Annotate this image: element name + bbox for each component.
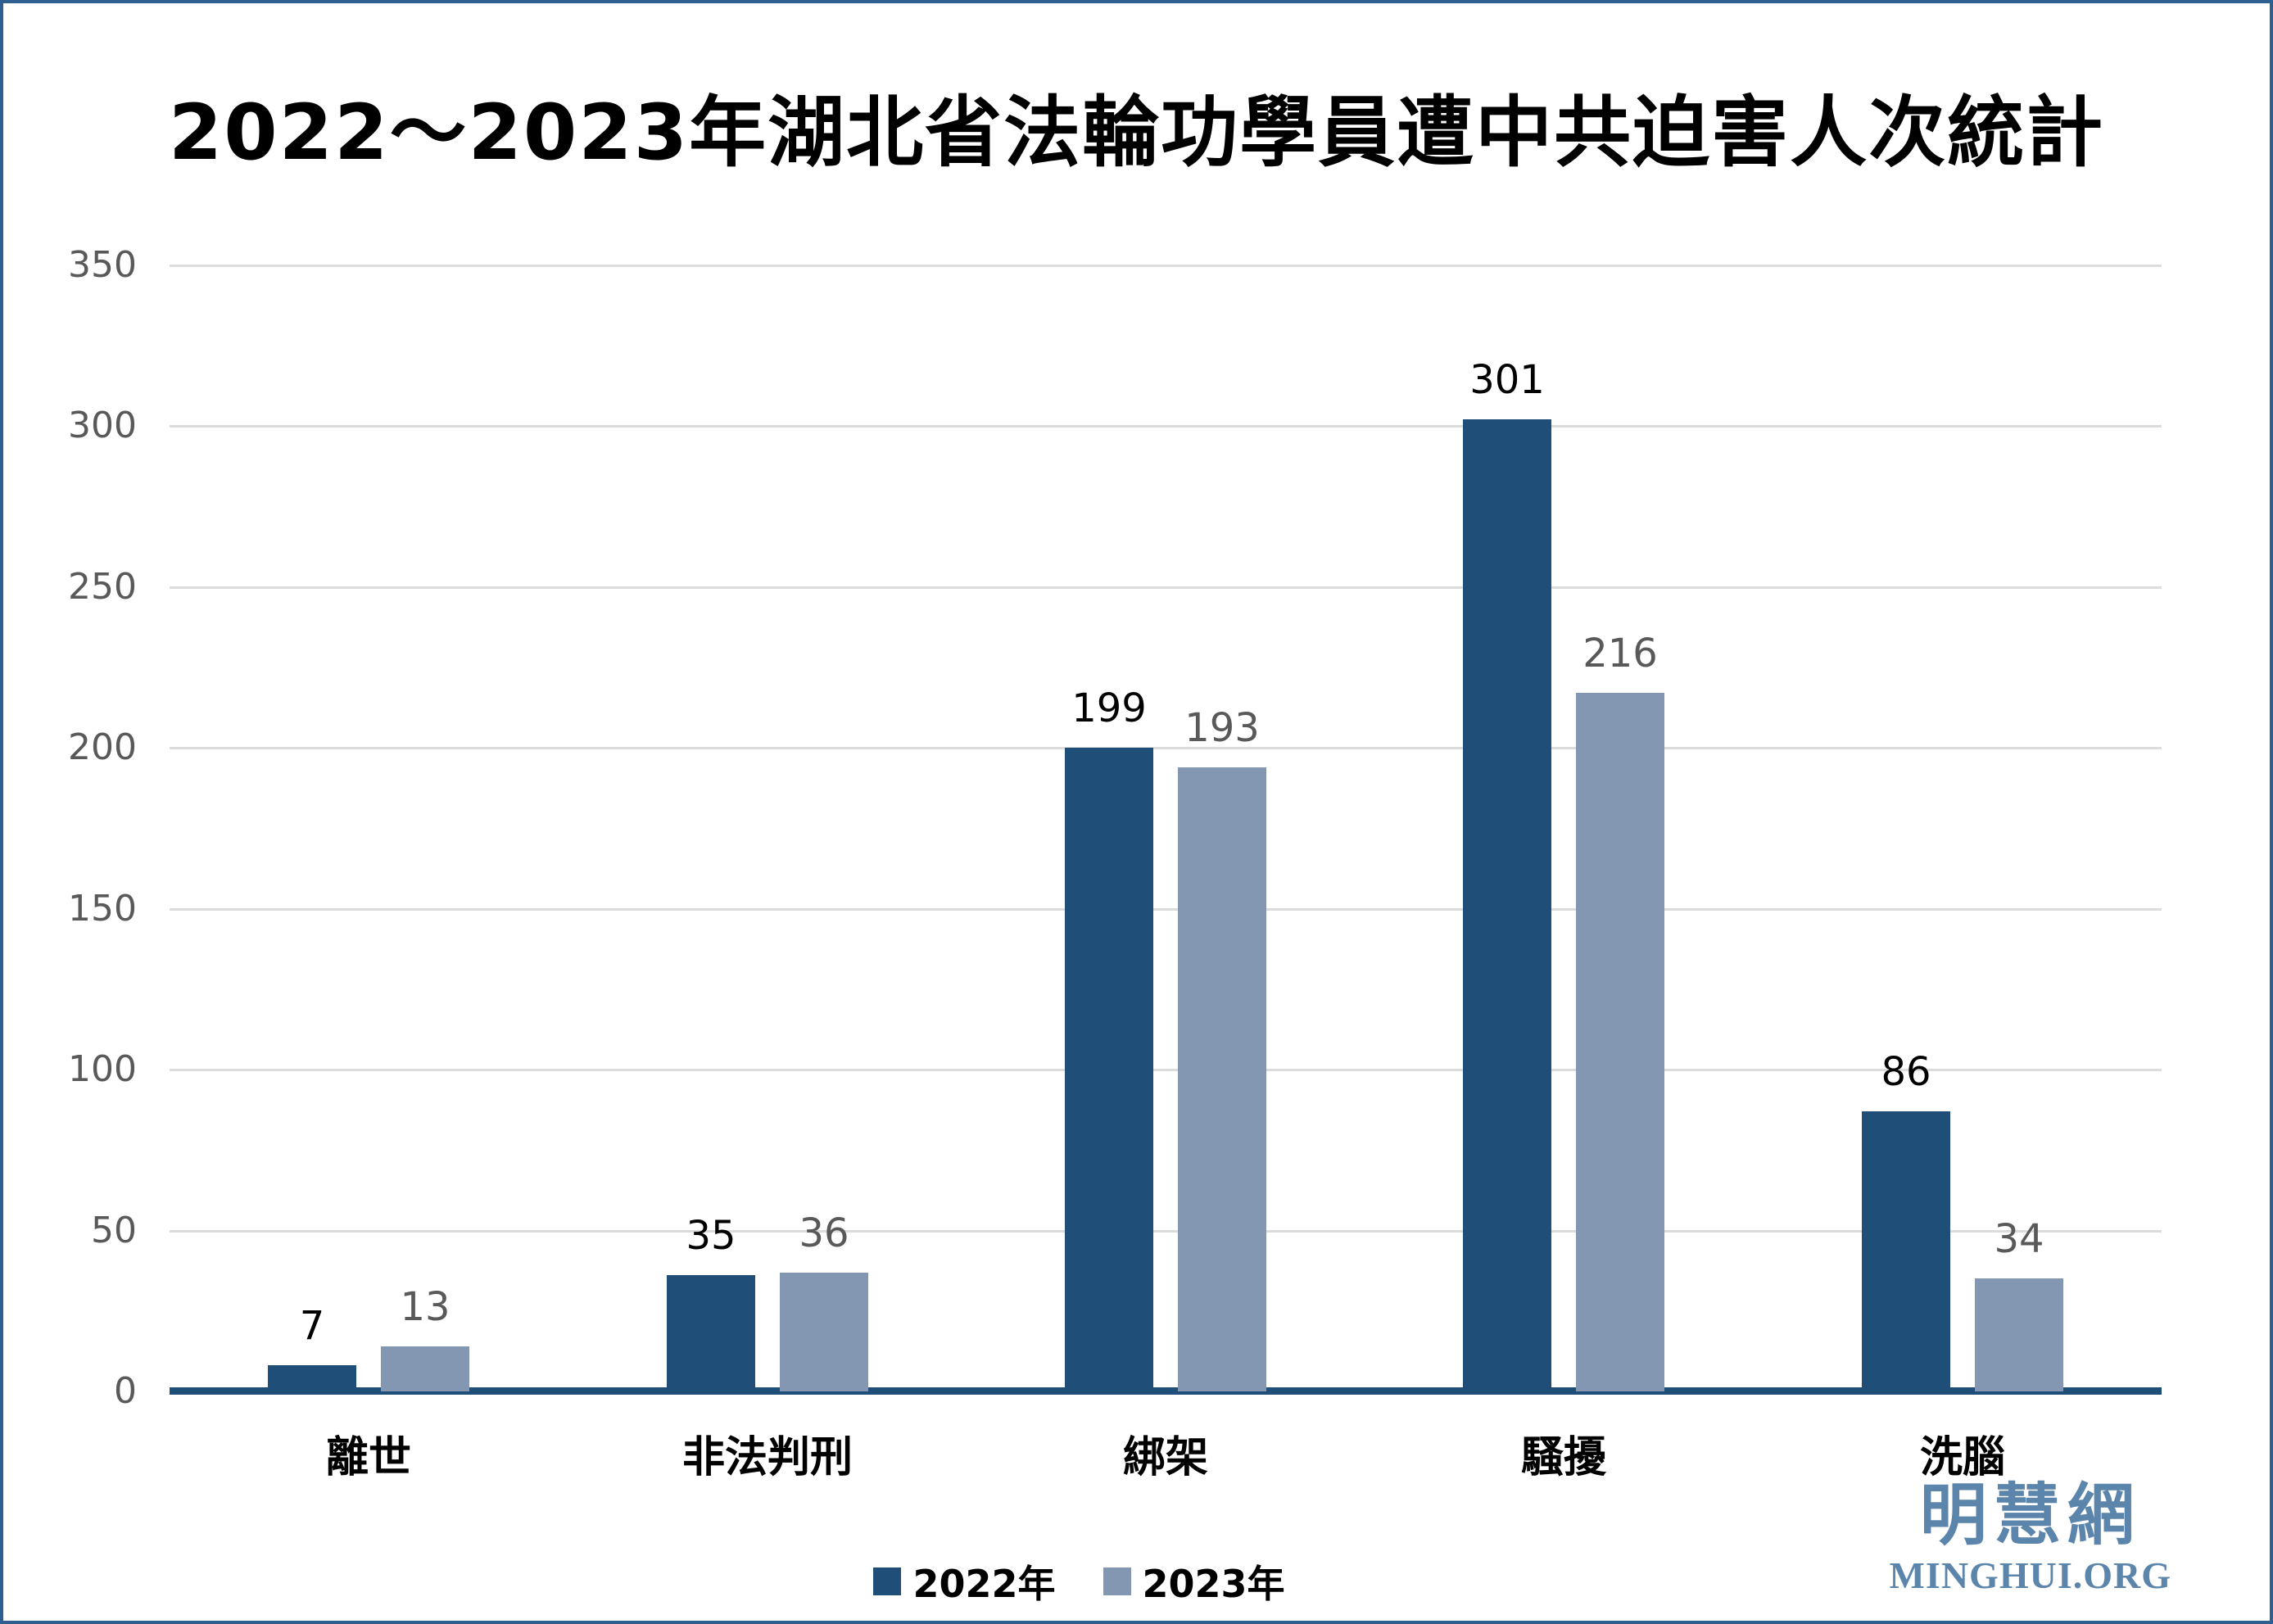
legend-swatch-2023 [1103,1567,1131,1595]
minghui-logo: 明慧網 MINGHUI.ORG [1890,1479,2172,1597]
legend: 2022年 2023年 [3,1554,2212,1608]
value-label-2022年-洗腦: 86 [1881,1049,1931,1095]
bar-2023年-騷擾 [1576,693,1664,1391]
category-label-離世: 離世 [325,1433,411,1482]
value-label-2023年-綁架: 193 [1184,705,1260,751]
y-tick-label-300: 300 [68,405,137,447]
chart-title: 2022～2023年湖北省法輪功學員遭中共迫害人次統計 [168,88,2105,178]
x-axis-line [170,1387,2162,1395]
bar-2023年-洗腦 [1975,1278,2063,1391]
legend-item-2023: 2023年 [1103,1554,1285,1608]
y-tick-label-250: 250 [68,565,137,608]
bar-2022年-綁架 [1065,748,1153,1391]
y-tick-label-50: 50 [91,1209,137,1251]
y-tick-label-150: 150 [68,887,137,930]
legend-swatch-2022 [873,1567,902,1595]
legend-label-2023: 2023年 [1142,1562,1285,1606]
value-label-2023年-騷擾: 216 [1582,631,1658,676]
grid-line-250 [170,586,2162,589]
grid-line-150 [170,907,2162,911]
value-label-2022年-離世: 7 [299,1303,325,1349]
y-tick-label-100: 100 [68,1048,137,1091]
y-tick-label-0: 0 [114,1370,137,1412]
bar-2023年-綁架 [1178,767,1266,1391]
y-tick-label-350: 350 [68,244,137,286]
bar-2022年-洗腦 [1862,1111,1950,1391]
bar-2023年-離世 [381,1346,469,1391]
bar-2023年-非法判刑 [780,1273,868,1391]
category-label-騷擾: 騷擾 [1520,1433,1606,1482]
grid-line-50 [170,1229,2162,1233]
y-tick-label-200: 200 [68,726,137,769]
category-label-綁架: 綁架 [1122,1433,1208,1482]
value-label-2022年-騷擾: 301 [1469,357,1545,403]
grid-line-300 [170,425,2162,428]
value-label-2023年-非法判刑: 36 [799,1210,849,1256]
grid-line-100 [170,1069,2162,1072]
category-label-洗腦: 洗腦 [1919,1433,2005,1482]
grid-line-350 [170,265,2162,267]
plot-area: 0 50 100 150 200 250 300 350 7 13 離世 35 36 非法判刑 199 193… [3,3,2270,1621]
category-label-非法判刑: 非法判刑 [681,1433,853,1482]
legend-item-2022: 2022年 [873,1554,1056,1608]
bar-2022年-騷擾 [1463,419,1551,1391]
value-label-2023年-洗腦: 34 [1994,1216,2044,1262]
value-label-2023年-離世: 13 [400,1284,451,1330]
value-label-2022年-非法判刑: 35 [686,1213,736,1259]
grid-line-200 [170,747,2162,750]
minghui-logo-chinese: 明慧網 [1919,1477,2141,1554]
bar-2022年-非法判刑 [667,1275,755,1391]
legend-label-2022: 2022年 [912,1562,1056,1606]
bar-2022年-離世 [268,1365,356,1391]
value-label-2022年-綁架: 199 [1071,685,1147,731]
minghui-logo-latin: MINGHUI.ORG [1889,1554,2171,1596]
